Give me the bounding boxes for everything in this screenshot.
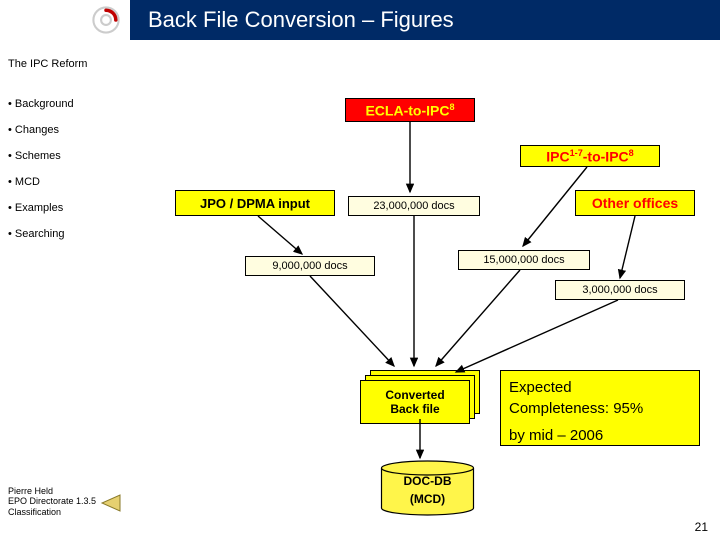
logo-icon bbox=[92, 6, 120, 34]
cylinder-label: DOC-DB bbox=[380, 474, 475, 488]
sidebar: The IPC Reform Background Changes Scheme… bbox=[0, 40, 130, 540]
slide-title: Back File Conversion – Figures bbox=[130, 7, 454, 33]
box-ecla-to-ipc8: ECLA-to-IPC8 bbox=[345, 98, 475, 122]
cylinder-docdb: DOC-DB (MCD) bbox=[380, 460, 475, 516]
box-label: JPO / DPMA input bbox=[200, 196, 310, 211]
box-label: Back file bbox=[390, 402, 439, 416]
box-sup: 8 bbox=[629, 148, 634, 158]
slide: Back File Conversion – Figures The IPC R… bbox=[0, 0, 720, 540]
diagram-area: ECLA-to-IPC8 IPC1-7-to-IPC8 JPO / DPMA i… bbox=[130, 40, 720, 540]
box-other-offices: Other offices bbox=[575, 190, 695, 216]
text-line: Expected bbox=[509, 377, 691, 398]
header-bar: Back File Conversion – Figures bbox=[0, 0, 720, 40]
box-label: ECLA-to-IPC bbox=[365, 102, 449, 118]
box-converted-backfile: Converted Back file bbox=[360, 370, 482, 426]
footer-org: EPO Directorate 1.3.5 bbox=[8, 496, 96, 507]
sidebar-item-label: MCD bbox=[15, 176, 40, 188]
logo-cell bbox=[0, 0, 130, 40]
cylinder-label: (MCD) bbox=[380, 492, 475, 506]
stack-layer-top: Converted Back file bbox=[360, 380, 470, 424]
footer-author: Pierre Held bbox=[8, 486, 96, 497]
sidebar-item-mcd[interactable]: MCD bbox=[8, 172, 130, 198]
sidebar-item-label: Changes bbox=[15, 124, 59, 136]
box-docs-23m: 23,000,000 docs bbox=[348, 196, 480, 216]
sidebar-item-label: Searching bbox=[15, 228, 65, 240]
box-label: Converted bbox=[385, 388, 444, 402]
sidebar-item-searching[interactable]: Searching bbox=[8, 224, 130, 250]
sidebar-item-background[interactable]: Background bbox=[8, 94, 130, 120]
box-sup: 1-7 bbox=[570, 148, 583, 158]
cylinder-icon bbox=[380, 460, 475, 516]
sidebar-item-schemes[interactable]: Schemes bbox=[8, 146, 130, 172]
box-jpo-dpma: JPO / DPMA input bbox=[175, 190, 335, 216]
sidebar-item-label: Schemes bbox=[15, 150, 61, 162]
box-label: 9,000,000 docs bbox=[272, 260, 347, 272]
box-label: 23,000,000 docs bbox=[373, 200, 454, 212]
box-expected-completeness: Expected Completeness: 95% by mid – 2006 bbox=[500, 370, 700, 446]
box-label: Other offices bbox=[592, 195, 678, 211]
sidebar-item-examples[interactable]: Examples bbox=[8, 198, 130, 224]
sidebar-item-label: Examples bbox=[15, 202, 63, 214]
sidebar-heading: The IPC Reform bbox=[0, 40, 130, 94]
sidebar-list: Background Changes Schemes MCD Examples … bbox=[0, 94, 130, 250]
box-sup: 8 bbox=[449, 102, 454, 112]
footer-author-block: Pierre Held EPO Directorate 1.3.5 Classi… bbox=[8, 486, 96, 518]
box-label: IPC bbox=[546, 148, 569, 164]
box-docs-3m: 3,000,000 docs bbox=[555, 280, 685, 300]
box-label: -to-IPC bbox=[583, 148, 629, 164]
box-ipc17-to-ipc8: IPC1-7-to-IPC8 bbox=[520, 145, 660, 167]
footer-dept: Classification bbox=[8, 507, 96, 518]
box-label: 3,000,000 docs bbox=[582, 284, 657, 296]
box-docs-15m: 15,000,000 docs bbox=[458, 250, 590, 270]
prev-slide-icon[interactable] bbox=[100, 494, 122, 512]
slide-number: 21 bbox=[695, 520, 708, 534]
text-line: Completeness: 95% bbox=[509, 398, 691, 419]
sidebar-item-changes[interactable]: Changes bbox=[8, 120, 130, 146]
sidebar-item-label: Background bbox=[15, 98, 74, 110]
box-docs-9m: 9,000,000 docs bbox=[245, 256, 375, 276]
text-line: by mid – 2006 bbox=[509, 425, 691, 446]
box-label: 15,000,000 docs bbox=[483, 254, 564, 266]
